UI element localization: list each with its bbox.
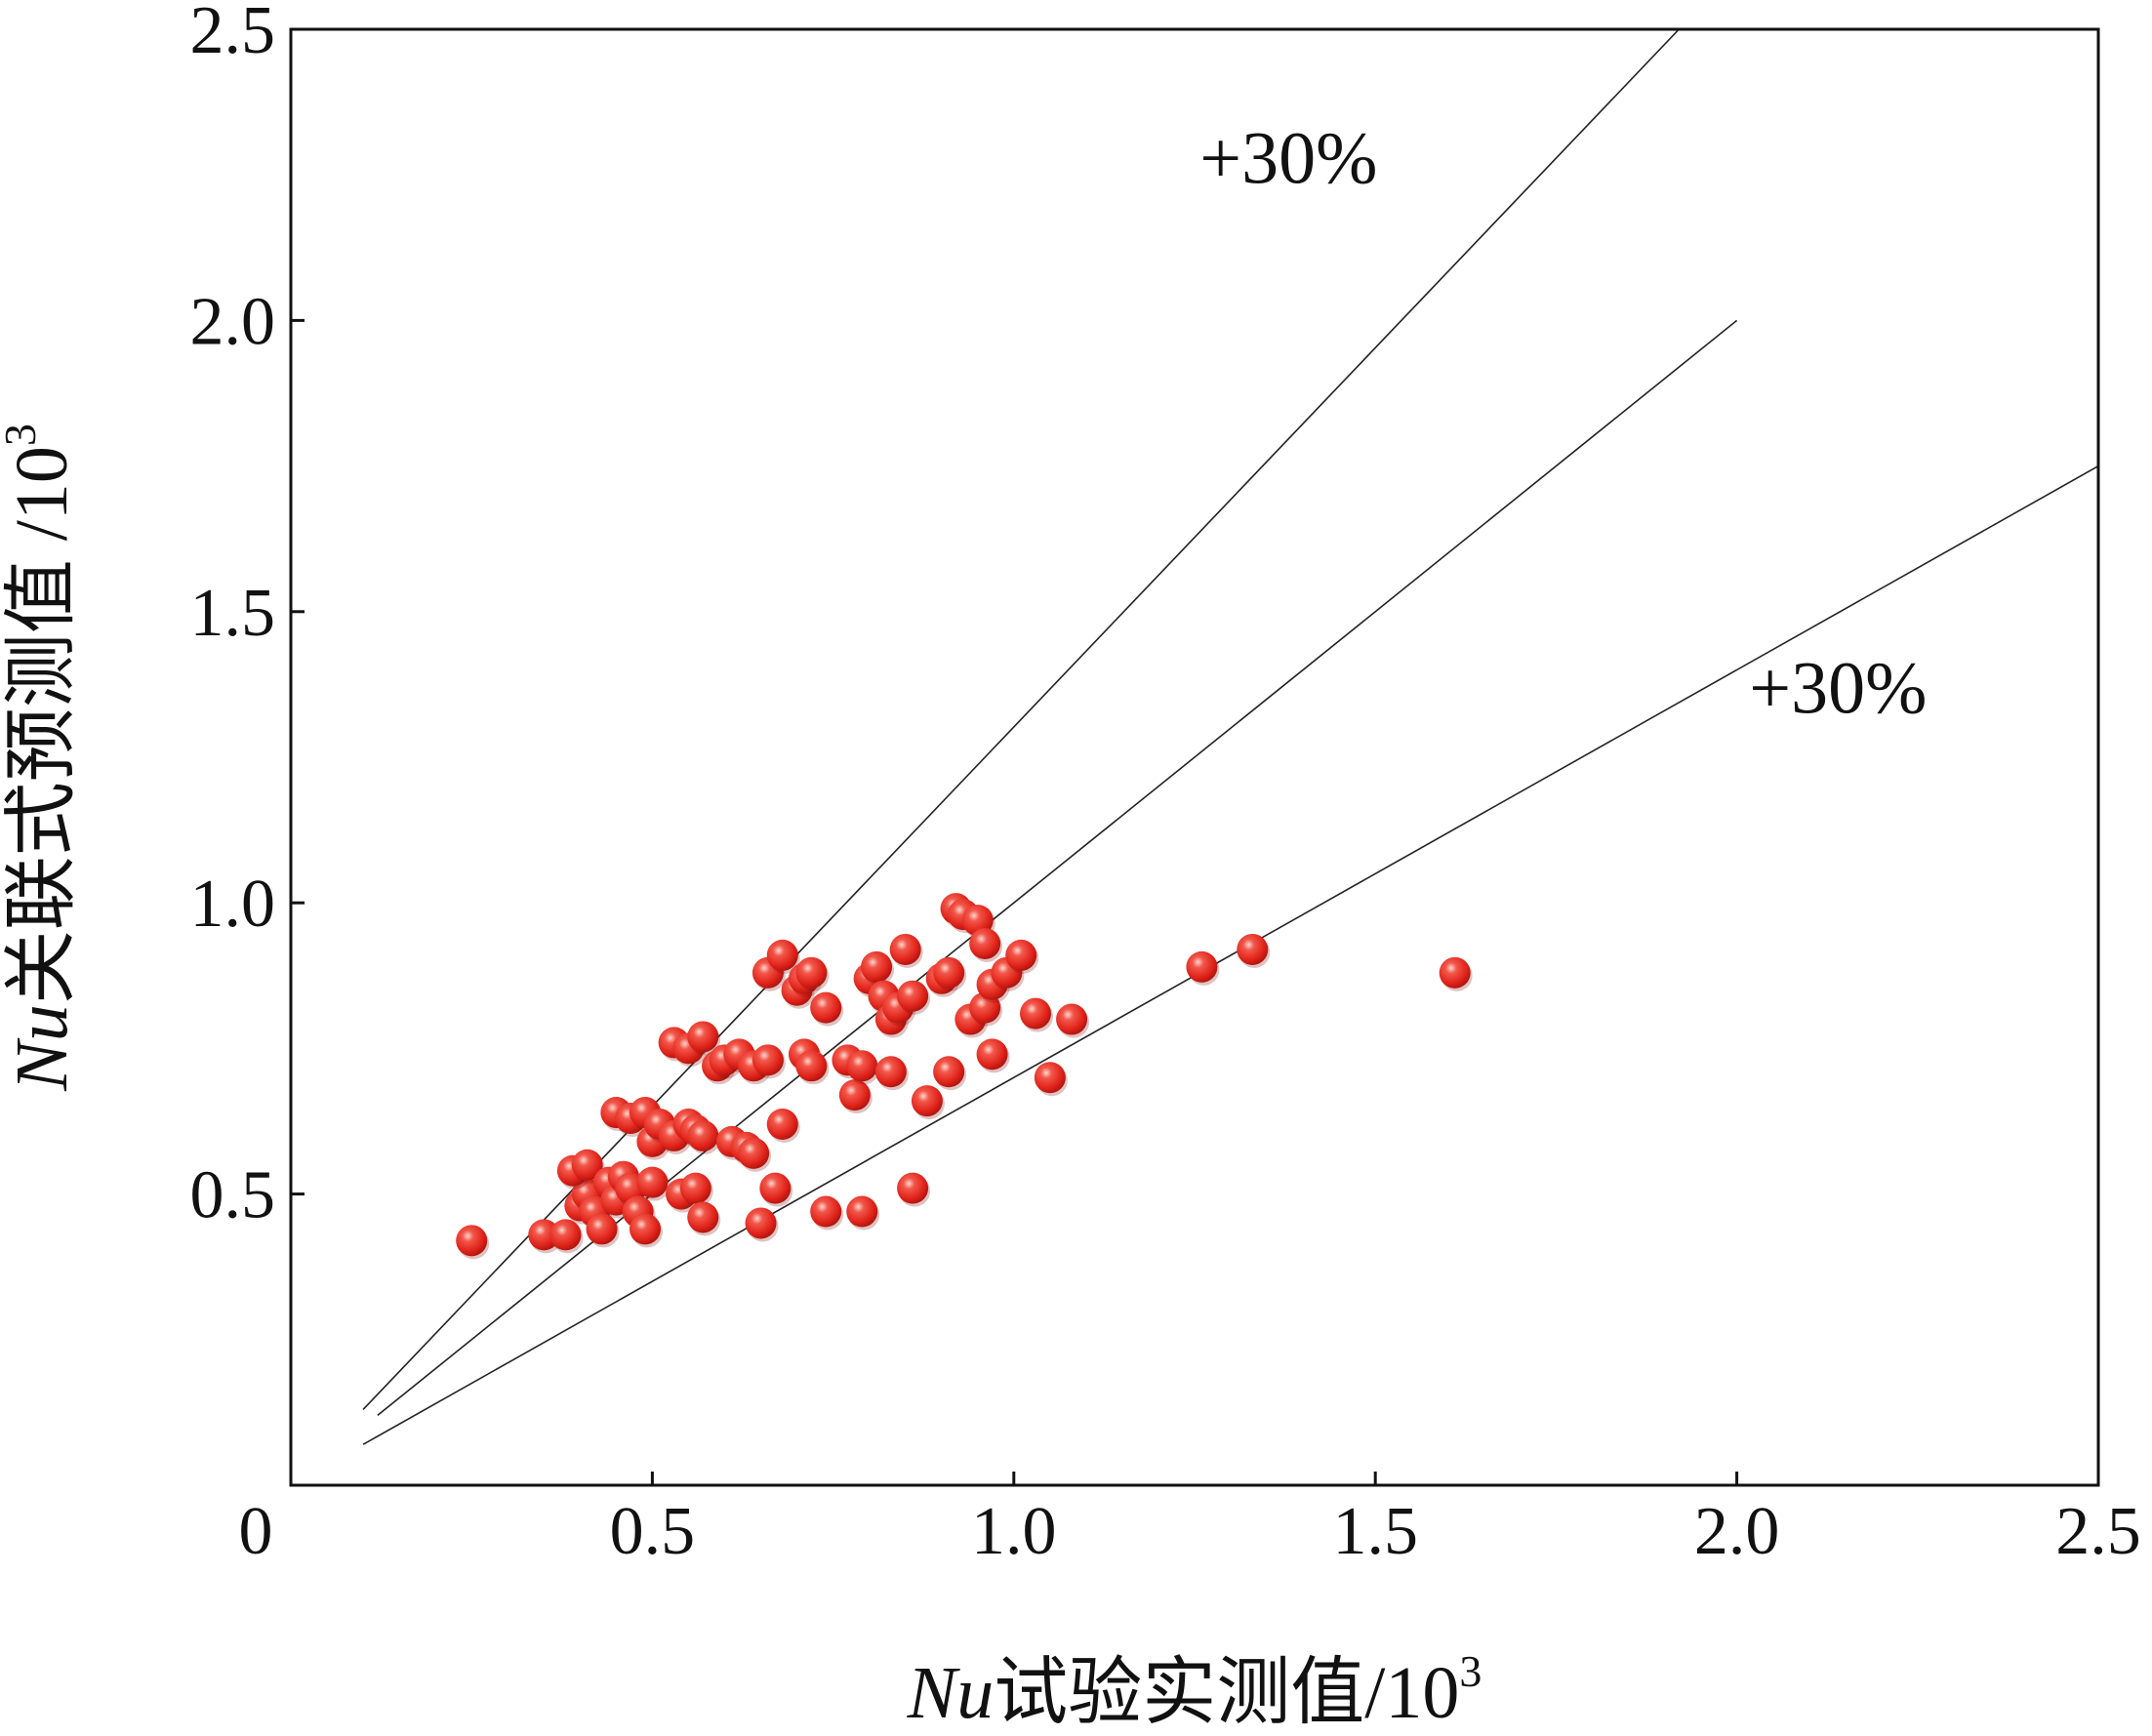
y-tick-label: 2.5 [190,0,276,68]
data-point [795,956,828,989]
x-axis-title-italic: Nu [907,1652,995,1734]
annotation-label: +30% [1199,117,1377,199]
data-point [766,939,798,971]
y-tick-label: 2.0 [190,284,276,359]
data-points [456,893,1473,1260]
x-tick-label: 2.0 [1694,1494,1780,1569]
data-point [874,1056,907,1088]
data-point [549,1219,582,1251]
data-point [759,1172,792,1204]
data-point [1034,1062,1066,1094]
plot-frame [289,27,2100,1487]
y-axis-ticks: 0.5 1.0 1.5 2.0 2.5 [190,0,305,1233]
data-point [629,1213,661,1245]
x-axis-title-sup: 3 [1459,1646,1482,1696]
y-axis-title: Nu关联式预测值 /103 [0,424,83,1092]
data-point [745,1207,777,1239]
reference-line-parity [377,319,1738,1417]
x-tick-label: 2.5 [2055,1494,2141,1569]
x-axis-title: Nu试验实测值/103 [907,1646,1482,1734]
data-point [679,1172,711,1204]
y-tick-label: 0.5 [190,1158,276,1233]
data-point [933,956,965,989]
data-point [897,1172,929,1204]
data-point [687,1021,719,1053]
x-tick-label: 1.0 [971,1494,1057,1569]
x-axis-ticks: 0.5 1.0 1.5 2.0 2.5 [610,1472,2141,1569]
y-axis-title-sup: 3 [0,424,45,446]
data-point [738,1137,770,1169]
data-point [1020,997,1052,1029]
data-point [846,1050,878,1082]
y-axis-title-italic: Nu [1,1004,83,1092]
y-tick-label: 1.0 [190,867,276,942]
data-point [897,980,929,1012]
origin-label: 0 [239,1494,273,1569]
data-point [751,1044,784,1076]
data-point [976,1038,1008,1070]
data-point [1439,956,1471,989]
data-point [528,1219,560,1251]
reference-line-upper [362,29,1680,1410]
data-point [933,1056,965,1088]
data-point [687,1119,719,1151]
data-point [969,927,1001,959]
data-point [1056,1003,1088,1035]
data-point [636,1166,669,1198]
x-axis-title-text: 试验实测值/10 [994,1652,1459,1734]
y-tick-label: 1.5 [190,576,276,651]
y-axis-title-text: 关联式预测值 /10 [1,446,83,1004]
x-tick-label: 1.5 [1332,1494,1418,1569]
data-point [571,1149,603,1181]
data-point [687,1201,719,1233]
data-point [861,950,893,983]
data-point [1186,950,1218,983]
data-point [586,1213,618,1245]
data-point [1237,933,1269,965]
annotations: +30% +30% [1199,117,1927,729]
data-point [846,1195,878,1228]
data-point [810,991,842,1024]
data-point [889,933,921,965]
data-point [766,1108,798,1140]
annotation-label: +30% [1749,647,1927,729]
reference-line-lower [362,464,2098,1445]
data-point [1005,939,1037,971]
data-point [838,1079,871,1111]
x-tick-label: 0.5 [610,1494,696,1569]
data-point [810,1195,842,1228]
reference-lines [362,29,2098,1445]
data-point [911,1085,943,1117]
data-point [456,1225,488,1257]
data-point [795,1050,828,1082]
